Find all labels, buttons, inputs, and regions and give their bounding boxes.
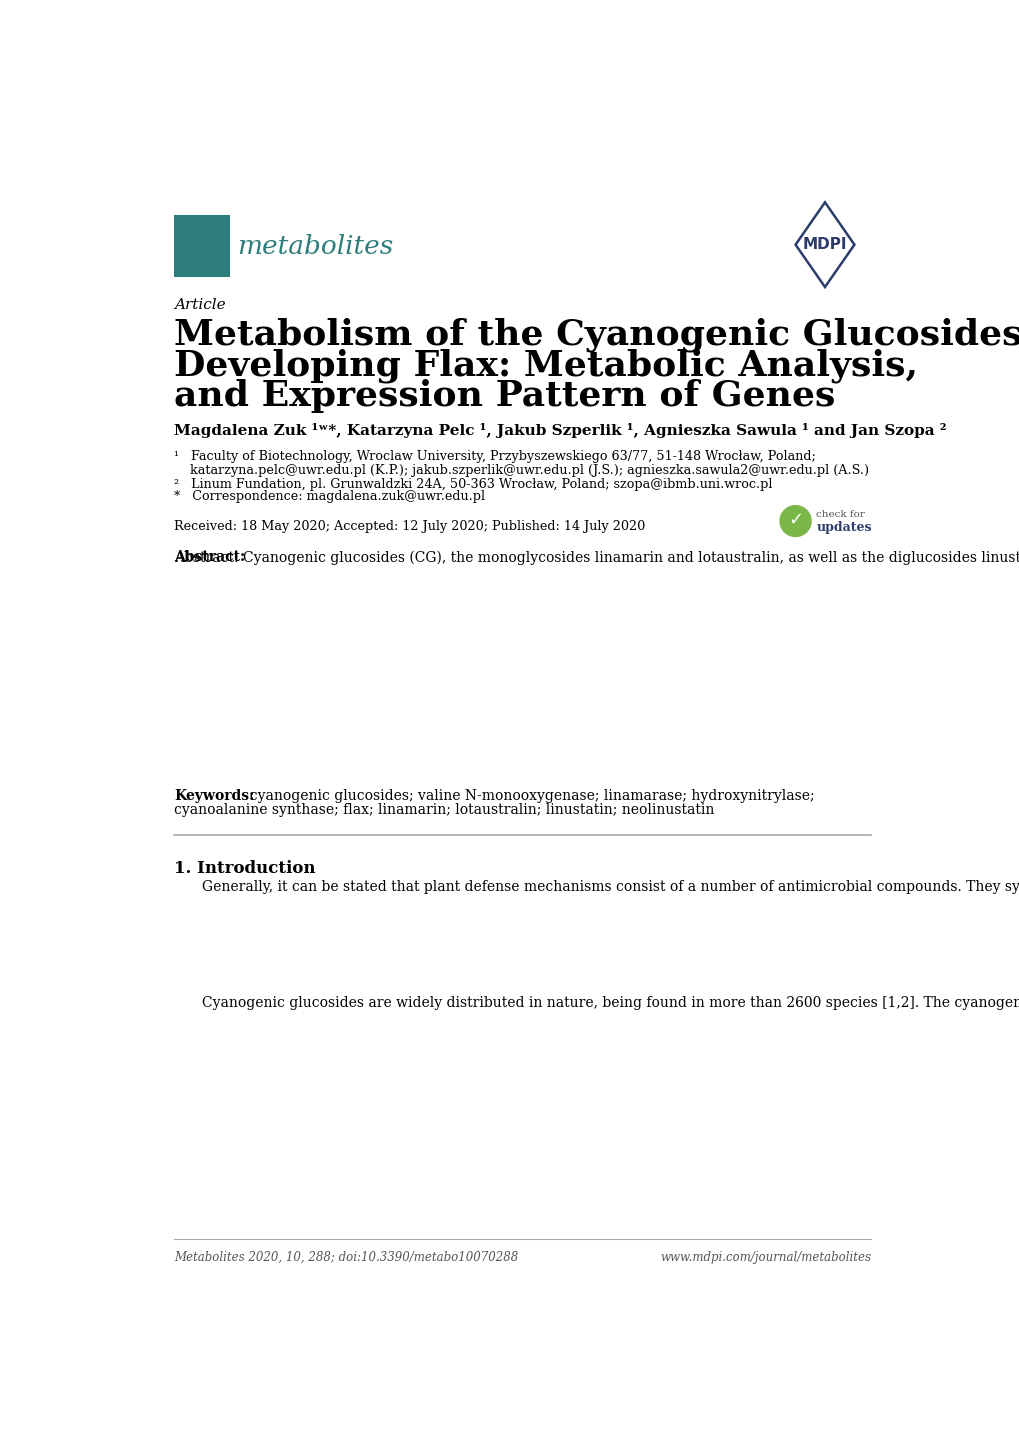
Text: Generally, it can be stated that plant defense mechanisms consist of a number of: Generally, it can be stated that plant d…: [202, 880, 1019, 894]
Text: Article: Article: [174, 298, 225, 311]
Text: Abstract:: Abstract:: [174, 551, 245, 564]
FancyBboxPatch shape: [174, 215, 229, 277]
Circle shape: [780, 506, 810, 536]
Text: Received: 18 May 2020; Accepted: 12 July 2020; Published: 14 July 2020: Received: 18 May 2020; Accepted: 12 July…: [174, 519, 645, 532]
Text: Cyanogenic glucosides are widely distributed in nature, being found in more than: Cyanogenic glucosides are widely distrib…: [202, 995, 1019, 1009]
Text: katarzyna.pelc@uwr.edu.pl (K.P.); jakub.szperlik@uwr.edu.pl (J.S.); agnieszka.sa: katarzyna.pelc@uwr.edu.pl (K.P.); jakub.…: [174, 464, 868, 477]
Text: 1. Introduction: 1. Introduction: [174, 859, 315, 877]
Text: Metabolites 2020, 10, 288; doi:10.3390/metabo10070288: Metabolites 2020, 10, 288; doi:10.3390/m…: [174, 1252, 518, 1265]
Text: Developing Flax: Metabolic Analysis,: Developing Flax: Metabolic Analysis,: [174, 349, 917, 384]
Text: cyanogenic glucosides; valine N-monooxygenase; linamarase; hydroxynitrylase;: cyanogenic glucosides; valine N-monooxyg…: [240, 789, 813, 803]
Text: MDPI: MDPI: [802, 236, 847, 252]
Text: Metabolism of the Cyanogenic Glucosides in: Metabolism of the Cyanogenic Glucosides …: [174, 317, 1019, 352]
Text: cyanoalanine synthase; flax; linamarin; lotaustralin; linustatin; neolinustatin: cyanoalanine synthase; flax; linamarin; …: [174, 803, 713, 818]
Text: Abstract: Cyanogenic glucosides (CG), the monoglycosides linamarin and lotaustra: Abstract: Cyanogenic glucosides (CG), th…: [174, 551, 1019, 565]
Text: metabolites: metabolites: [237, 234, 393, 258]
Text: ✓: ✓: [788, 510, 802, 529]
Text: ¹   Faculty of Biotechnology, Wroclaw University, Przybyszewskiego 63/77, 51-148: ¹ Faculty of Biotechnology, Wroclaw Univ…: [174, 450, 815, 463]
Text: check for: check for: [815, 510, 864, 519]
Text: and Expression Pattern of Genes: and Expression Pattern of Genes: [174, 379, 835, 414]
Text: updates: updates: [815, 521, 871, 534]
Text: Keywords:: Keywords:: [174, 789, 254, 803]
Text: *   Correspondence: magdalena.zuk@uwr.edu.pl: * Correspondence: magdalena.zuk@uwr.edu.…: [174, 490, 485, 503]
Text: ²   Linum Fundation, pl. Grunwaldzki 24A, 50-363 Wrocław, Poland; szopa@ibmb.uni: ² Linum Fundation, pl. Grunwaldzki 24A, …: [174, 477, 771, 490]
Text: Magdalena Zuk ¹ʷ*, Katarzyna Pelc ¹, Jakub Szperlik ¹, Agnieszka Sawula ¹ and Ja: Magdalena Zuk ¹ʷ*, Katarzyna Pelc ¹, Jak…: [174, 424, 946, 438]
Text: www.mdpi.com/journal/metabolites: www.mdpi.com/journal/metabolites: [660, 1252, 870, 1265]
